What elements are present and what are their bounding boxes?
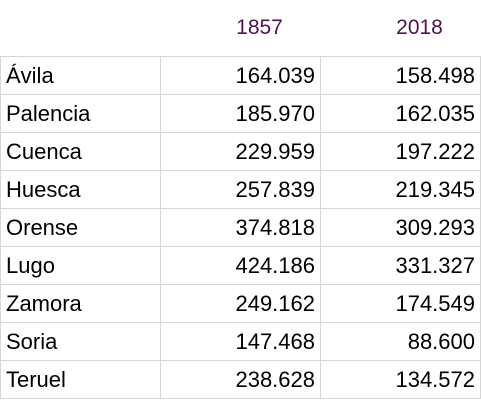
province-cell: Teruel xyxy=(0,360,161,399)
table-row: Huesca 257.839 219.345 xyxy=(0,170,481,209)
population-cell: 164.039 xyxy=(160,56,321,95)
province-cell: Lugo xyxy=(0,246,161,285)
population-cell: 374.818 xyxy=(160,208,321,247)
population-cell: 249.162 xyxy=(160,284,321,323)
population-cell: 238.628 xyxy=(160,360,321,399)
table-row: Orense 374.818 309.293 xyxy=(0,208,481,247)
province-cell: Palencia xyxy=(0,94,161,133)
table-body: Ávila 164.039 158.498 Palencia 185.970 162.03… xyxy=(0,56,481,399)
province-cell: Cuenca xyxy=(0,132,161,171)
table-row: Cuenca 229.959 197.222 xyxy=(0,132,481,171)
province-cell: Zamora xyxy=(0,284,161,323)
population-cell: 174.549 xyxy=(320,284,481,323)
table-row: Palencia 185.970 162.035 xyxy=(0,94,481,133)
population-cell: 229.959 xyxy=(160,132,321,171)
population-cell: 162.035 xyxy=(320,94,481,133)
population-cell: 134.572 xyxy=(320,360,481,399)
table-row: Soria 147.468 88.600 xyxy=(0,322,481,361)
population-cell: 424.186 xyxy=(160,246,321,285)
population-cell: 88.600 xyxy=(320,322,481,361)
table-row: Lugo 424.186 331.327 xyxy=(0,246,481,285)
province-cell: Soria xyxy=(0,322,161,361)
column-header: 2018 xyxy=(396,16,443,39)
blank-header xyxy=(1,0,161,57)
population-cell: 197.222 xyxy=(320,132,481,171)
population-cell: 185.970 xyxy=(160,94,321,133)
population-cell: 257.839 xyxy=(160,170,321,209)
population-cell: 309.293 xyxy=(320,208,481,247)
population-cell: 219.345 xyxy=(320,170,481,209)
table-row: Teruel 238.628 134.572 xyxy=(0,360,481,399)
column-header: 1857 xyxy=(236,16,283,39)
province-cell: Orense xyxy=(0,208,161,247)
population-cell: 158.498 xyxy=(320,56,481,95)
province-cell: Ávila xyxy=(0,56,161,95)
header-row: 1857 2018 xyxy=(1,0,481,57)
population-cell: 331.327 xyxy=(320,246,481,285)
province-cell: Huesca xyxy=(0,170,161,209)
population-cell: 147.468 xyxy=(160,322,321,361)
table-row: Zamora 249.162 174.549 xyxy=(0,284,481,323)
table-row: Ávila 164.039 158.498 xyxy=(0,56,481,95)
